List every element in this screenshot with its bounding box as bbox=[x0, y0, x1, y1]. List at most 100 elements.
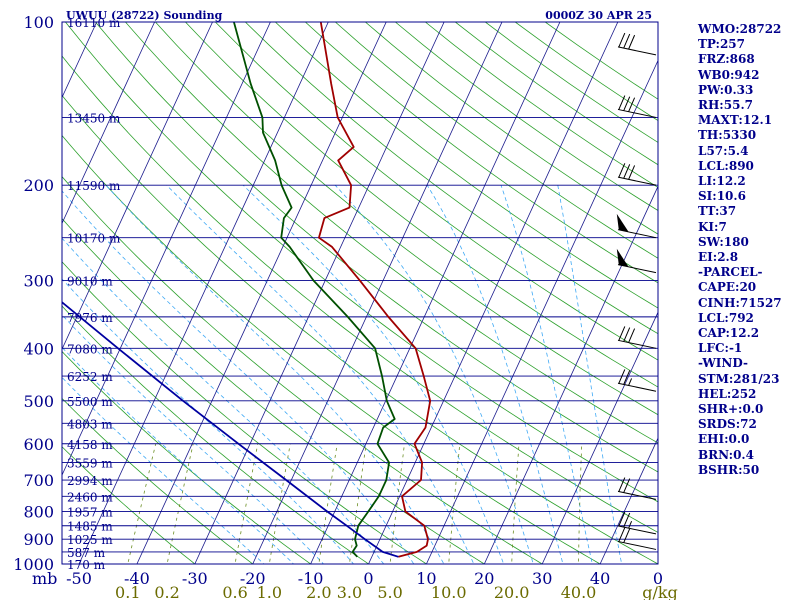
wind-barb-full bbox=[618, 511, 626, 527]
index-item: WB0:942 bbox=[698, 67, 760, 82]
index-item: KI:7 bbox=[698, 219, 727, 234]
moist-adiabat-line bbox=[166, 184, 475, 564]
index-item: SW:180 bbox=[698, 234, 749, 249]
wind-barb bbox=[617, 32, 657, 56]
wind-barb-half bbox=[628, 520, 633, 529]
height-label: 5500 m bbox=[67, 395, 113, 409]
wind-barb-full bbox=[623, 512, 631, 528]
isotherm-line bbox=[599, 437, 658, 564]
mixing-ratio-line bbox=[268, 443, 291, 564]
moist-adiabat-line bbox=[62, 314, 325, 564]
temperature-tick-labels: -50 -40 -30 -20 -10 0 10 20 30 40 0 mb bbox=[32, 569, 663, 588]
index-item: TT:37 bbox=[698, 204, 737, 219]
temperature-tick-label: 30 bbox=[532, 569, 552, 588]
mixing-ratio-line bbox=[349, 443, 367, 564]
index-item: PW:0.33 bbox=[698, 82, 754, 97]
index-item: LCL:792 bbox=[698, 310, 754, 325]
station-title: UWUU (28722) Sounding bbox=[66, 9, 223, 22]
temperature-tick-label: -50 bbox=[66, 569, 92, 588]
temperature-tick-label: 0 bbox=[653, 569, 663, 588]
wind-barb-full bbox=[618, 369, 626, 384]
moist-adiabat-line bbox=[62, 190, 415, 564]
pressure-labels: 100 200 300 400 500 600 700 800 900 1000 bbox=[13, 13, 54, 574]
mixing-ratio-unit-label: g/kg bbox=[642, 583, 678, 600]
wind-barb-full bbox=[623, 478, 631, 493]
wind-barb-half bbox=[628, 378, 633, 386]
mixing-ratio-label: 3.0 bbox=[337, 583, 362, 600]
index-item: CAP:12.2 bbox=[698, 326, 760, 341]
height-label: 11590 m bbox=[67, 179, 121, 193]
wind-barb-full bbox=[628, 34, 636, 50]
wind-barb bbox=[617, 511, 657, 535]
mixing-ratio-label: 10.0 bbox=[431, 583, 467, 600]
index-item: RH:55.7 bbox=[698, 98, 753, 113]
index-item: LCL:890 bbox=[698, 158, 754, 173]
index-item: LI:12.2 bbox=[698, 174, 746, 189]
mixing-ratio-label: 0.2 bbox=[154, 583, 179, 600]
isotherm-line bbox=[62, 22, 155, 225]
moist-adiabat-line bbox=[62, 346, 295, 564]
dry-adiabat-line bbox=[62, 261, 428, 564]
moist-adiabat-line bbox=[242, 184, 505, 564]
temperature-tick-label: 20 bbox=[474, 569, 494, 588]
index-item: -WIND- bbox=[698, 356, 748, 371]
index-item: EHI:0.0 bbox=[698, 432, 750, 447]
wind-barb-full bbox=[623, 327, 631, 342]
dry-adiabat-line bbox=[62, 350, 312, 564]
mixing-ratio-line bbox=[578, 443, 583, 564]
background-lines bbox=[62, 22, 658, 564]
isotherm-line bbox=[62, 22, 271, 477]
wind-barb-shaft bbox=[617, 490, 657, 500]
wind-barbs bbox=[616, 32, 657, 550]
wind-barb bbox=[617, 477, 657, 500]
index-item: FRZ:868 bbox=[698, 52, 755, 67]
wind-barb-shaft bbox=[617, 382, 657, 392]
index-item: CAPE:20 bbox=[698, 280, 757, 295]
sounding-profiles bbox=[62, 22, 432, 558]
wind-barb-full bbox=[628, 328, 636, 343]
wind-barb bbox=[616, 248, 657, 274]
index-item: BRN:0.4 bbox=[698, 447, 754, 462]
indices-panel: WMO:28722 TP:257 FRZ:868 WB0:942 PW:0.33 RH:5… bbox=[698, 22, 782, 478]
pressure-tick-label: 900 bbox=[23, 530, 54, 549]
height-label: 3559 m bbox=[67, 457, 113, 471]
wind-barb-shaft bbox=[617, 339, 657, 349]
height-label: 170 m bbox=[67, 558, 106, 572]
moist-adiabat-line bbox=[62, 278, 355, 564]
wind-barb-full bbox=[623, 164, 631, 179]
index-item: -PARCEL- bbox=[698, 265, 763, 280]
wind-barb-full bbox=[623, 528, 631, 543]
temperature-tick-label: -10 bbox=[298, 569, 324, 588]
height-label: 1957 m bbox=[67, 505, 113, 519]
mixing-ratio-label: 20.0 bbox=[494, 583, 530, 600]
pressure-tick-label: 100 bbox=[23, 13, 54, 32]
isotherm-line bbox=[252, 22, 503, 564]
height-label: 4158 m bbox=[67, 438, 113, 452]
wind-barb-full bbox=[623, 370, 631, 385]
index-item: SHR+:0.0 bbox=[698, 402, 764, 417]
wind-barb-full bbox=[628, 97, 636, 112]
wind-barb-full bbox=[618, 95, 626, 110]
moist-adiabat-line bbox=[105, 184, 445, 564]
height-label: 6252 m bbox=[67, 370, 113, 384]
wind-barb-full bbox=[618, 527, 626, 542]
isobars bbox=[62, 21, 658, 565]
height-label: 13450 m bbox=[67, 111, 121, 125]
isotherm-line bbox=[194, 22, 445, 564]
isotherm-line bbox=[426, 59, 658, 564]
index-item: TP:257 bbox=[698, 37, 746, 52]
mixing-ratio-label: 5.0 bbox=[377, 583, 402, 600]
index-item: EI:2.8 bbox=[698, 250, 739, 265]
index-item: CINH:71527 bbox=[698, 295, 782, 310]
dewpoint-profile-line bbox=[233, 22, 396, 558]
height-label: 2994 m bbox=[67, 474, 113, 488]
pressure-tick-label: 200 bbox=[23, 176, 54, 195]
mixing-ratio-label: 0.6 bbox=[222, 583, 247, 600]
height-label: 1025 m bbox=[67, 533, 113, 547]
wind-barb-shaft bbox=[617, 176, 657, 186]
plot-border bbox=[61, 21, 659, 565]
wind-barb bbox=[617, 326, 657, 349]
wind-barb-flag bbox=[616, 213, 629, 232]
height-label: 7080 m bbox=[67, 342, 113, 356]
